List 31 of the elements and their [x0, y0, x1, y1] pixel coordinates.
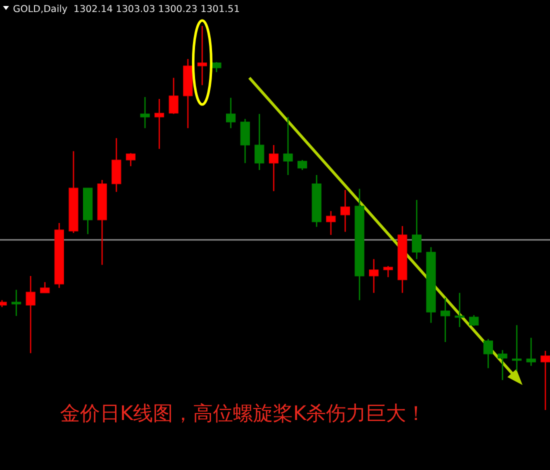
- candlestick: [526, 337, 536, 366]
- candlestick: [212, 61, 222, 73]
- candlestick: [440, 297, 450, 343]
- candlestick: [40, 281, 50, 294]
- candlestick: [326, 210, 336, 236]
- candlestick: [126, 152, 136, 167]
- candlestick: [383, 265, 393, 278]
- candlestick: [412, 199, 422, 260]
- candlestick: [498, 349, 508, 381]
- candlestick: [369, 258, 379, 294]
- candlestick: [240, 118, 250, 164]
- candlestick: [454, 292, 464, 328]
- candlestick: [197, 25, 207, 86]
- candlestick: [469, 314, 479, 327]
- candlestick: [226, 97, 236, 129]
- candlestick: [112, 137, 122, 193]
- candlestick: [340, 189, 350, 232]
- candlestick: [268, 144, 278, 192]
- candlestick: [283, 116, 293, 176]
- candlestick: [154, 98, 164, 150]
- candlestick: [512, 324, 522, 372]
- candlestick: [140, 96, 150, 129]
- candlestick: [26, 275, 36, 354]
- candlestick: [540, 350, 550, 411]
- candlestick: [254, 113, 264, 171]
- candlestick: [483, 338, 493, 369]
- chart-title: GOLD,Daily 1302.14 1303.03 1300.23 1301.51: [13, 4, 240, 15]
- annotation: 金价日K线图，高位螺旋桨K杀伤力巨大！: [60, 401, 426, 425]
- candlestick: [12, 289, 22, 317]
- candlestick: [298, 159, 308, 171]
- candlestick: [168, 77, 178, 115]
